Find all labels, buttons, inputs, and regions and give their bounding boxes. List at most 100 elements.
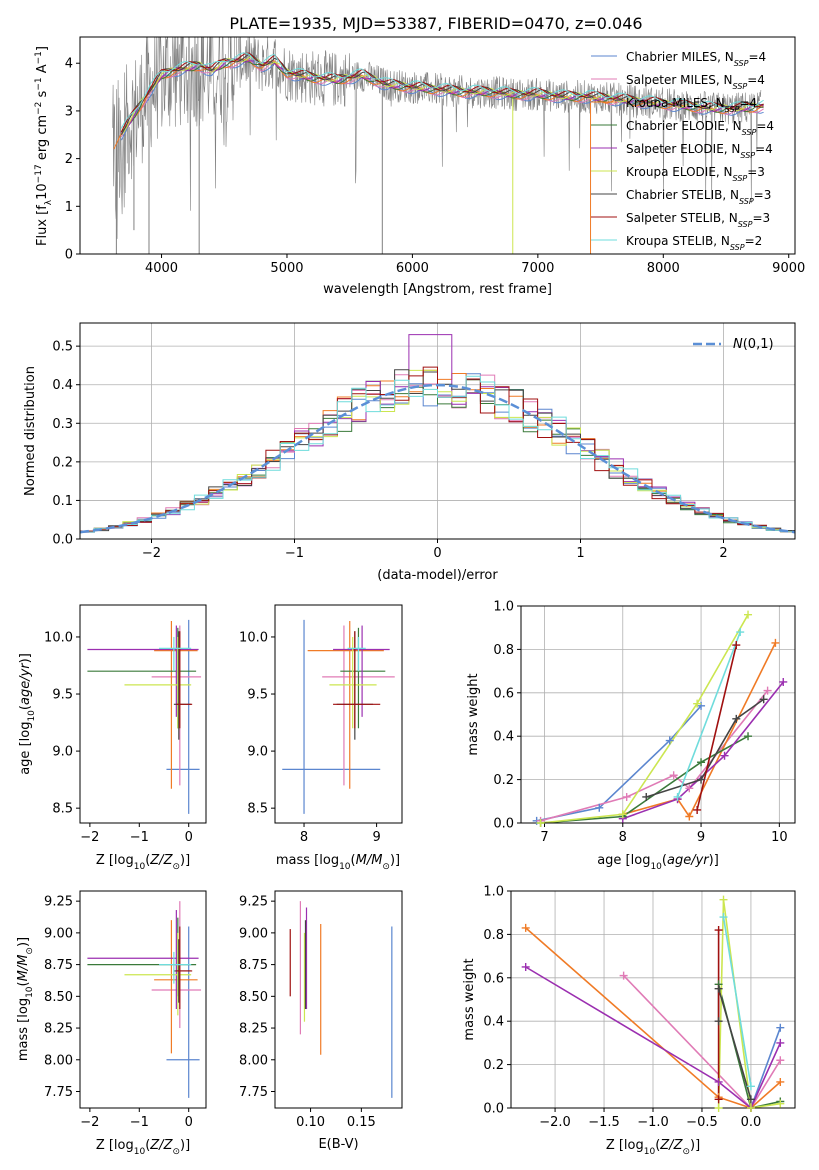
label-part: ] [35, 46, 50, 51]
data-point [744, 610, 753, 619]
model-spectrum [120, 58, 764, 138]
data-point [521, 923, 530, 932]
legend-sub: SSP [730, 243, 745, 252]
y-tick-label: 7.75 [239, 1085, 268, 1100]
legend-sub: SSP [733, 174, 748, 183]
label-part: ⊙ [25, 947, 35, 955]
y-axis-label: mass weight [466, 673, 481, 755]
legend-label: Kroupa STELIB, NSSP=2 [626, 234, 762, 252]
data-point [697, 775, 706, 784]
data-point [763, 686, 772, 695]
data-point [521, 962, 530, 971]
x-tick-label: 7 [540, 830, 548, 845]
x-tick-label: −1 [285, 546, 304, 561]
x-tick-label: 4000 [145, 261, 178, 276]
x-tick-label: 2 [719, 546, 727, 561]
legend-sub: SSP [725, 105, 740, 114]
data-point [619, 971, 628, 980]
x-tick-label: 0 [185, 1115, 193, 1130]
y-tick-label: 10.0 [239, 630, 268, 645]
x-axis-label: wavelength [Angstrom, rest frame] [323, 282, 552, 297]
y-tick-label: 9.5 [52, 688, 73, 703]
y-tick-label: 9.25 [239, 895, 268, 910]
y-tick-label: 9.0 [247, 745, 268, 760]
plot-area [282, 619, 395, 814]
legend-tail: =3 [747, 165, 765, 179]
y-tick-label: 0.0 [52, 533, 73, 548]
y-tick-label: 2 [65, 152, 73, 167]
series-line [540, 735, 749, 823]
label-part: ( [662, 853, 667, 868]
x-tick-label: 0.0 [741, 1115, 762, 1130]
x-axis-label: Z [log10(Z/Z⊙)] [96, 1138, 190, 1157]
y-tick-label: 0.3 [52, 417, 73, 432]
label-part: )] [18, 653, 33, 663]
axes-frame [79, 890, 207, 1109]
legend-sub: SSP [742, 128, 757, 137]
x-axis-label: age [log10(age/yr)] [597, 853, 719, 872]
y-axis-label: age [log10(age/yr)] [18, 653, 37, 775]
legend-sub: SSP [739, 197, 754, 206]
y-tick-label: 0.5 [52, 340, 73, 355]
data-point [714, 1017, 723, 1026]
data-point [693, 805, 702, 814]
label-part: ( [351, 853, 356, 868]
y-tick-label: 0.6 [483, 971, 504, 986]
x-tick-label: 0 [433, 546, 441, 561]
data-point [714, 984, 723, 993]
label-part: −2 [34, 102, 44, 115]
data-point [779, 677, 788, 686]
data-point [746, 1095, 755, 1104]
data-point [673, 792, 682, 801]
label-part: s [35, 90, 50, 101]
legend-text: Kroupa STELIB, N [626, 234, 730, 248]
series-line [722, 916, 752, 1087]
legend-label: Chabrier ELODIE, NSSP=4 [626, 119, 774, 137]
series-line [696, 644, 738, 811]
x-tick-label: 8000 [647, 261, 680, 276]
legend-sub: SSP [734, 59, 749, 68]
legend-label: Chabrier MILES, NSSP=4 [626, 50, 766, 68]
data-point [776, 1023, 785, 1032]
legend-label: Salpeter ELODIE, NSSP=4 [626, 142, 773, 160]
chart-panel-2: −2 −1 0 1 2 0.0 0.1 0.2 0.3 0.4 0.5 N(0,1) (data-mod… [23, 322, 796, 583]
y-tick-label: 10.0 [44, 630, 73, 645]
y-tick-label: 0.2 [483, 1058, 504, 1073]
data-point [714, 1095, 723, 1104]
axes-frame [274, 604, 403, 824]
label-part: mass [log [276, 853, 339, 868]
data-point [720, 751, 729, 760]
label-part: age [log [597, 853, 650, 868]
data-point [622, 792, 631, 801]
y-tick-label: 0.2 [52, 455, 73, 470]
x-tick-label: −1.0 [637, 1115, 669, 1130]
label-part: age/yr [18, 662, 33, 705]
label-part: −17 [34, 164, 44, 183]
series-line [717, 988, 752, 1100]
chart-panel-3: −2 −1 08.59.09.510.0Z [log10(Z/Z⊙)]age [lo… [18, 604, 207, 872]
x-tick-label: 9000 [772, 261, 805, 276]
y-axis-label: mass weight [462, 958, 477, 1040]
label-part: 10 [27, 710, 37, 722]
label-part: ( [18, 705, 33, 710]
legend-tail: =4 [755, 142, 773, 156]
label-part: ⊙ [382, 862, 390, 872]
data-point [759, 695, 768, 704]
y-tick-label: 1 [65, 200, 73, 215]
y-tick-label: 8.25 [44, 1022, 73, 1037]
x-tick-label: −2 [80, 1115, 99, 1130]
label-part: age [log [18, 722, 33, 775]
y-tick-label: 0.6 [493, 686, 514, 701]
legend-text: Kroupa MILES, N [626, 96, 725, 110]
data-point [776, 1077, 785, 1086]
data-point [746, 1104, 755, 1112]
legend-label: N(0,1) [733, 337, 774, 352]
x-tick-label: −1 [130, 830, 149, 845]
data-spectrum [112, 37, 762, 239]
legend-tail: =3 [752, 211, 770, 225]
y-tick-label: 8.50 [239, 990, 268, 1005]
plot-area [80, 334, 795, 534]
legend-sub: SSP [738, 220, 753, 229]
